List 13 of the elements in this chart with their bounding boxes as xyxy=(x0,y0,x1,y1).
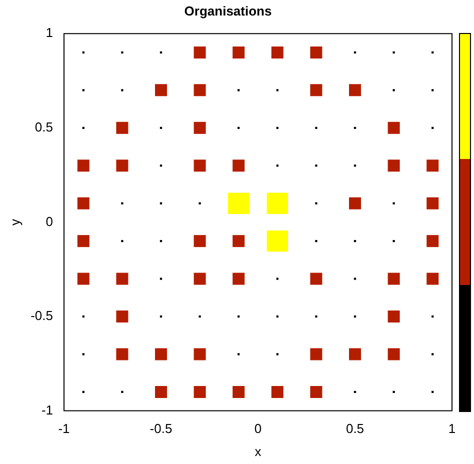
x-tick-label: -0.5 xyxy=(150,421,172,436)
y-tick-label: 0 xyxy=(46,214,53,229)
y-tick-label: 0.5 xyxy=(34,119,53,134)
y-tick-label: -0.5 xyxy=(30,308,53,324)
chart-title: Organisations xyxy=(184,3,272,18)
y-axis-title: y xyxy=(7,218,22,226)
x-tick-label: 0 xyxy=(254,421,262,436)
y-tick-label: 1 xyxy=(46,25,53,40)
y-tick-label: -1 xyxy=(41,402,53,418)
x-tick-label: 0.5 xyxy=(346,421,364,436)
x-tick-label: 1 xyxy=(448,421,456,436)
x-axis-title: x xyxy=(254,444,262,459)
x-tick-label: -1 xyxy=(58,421,70,436)
